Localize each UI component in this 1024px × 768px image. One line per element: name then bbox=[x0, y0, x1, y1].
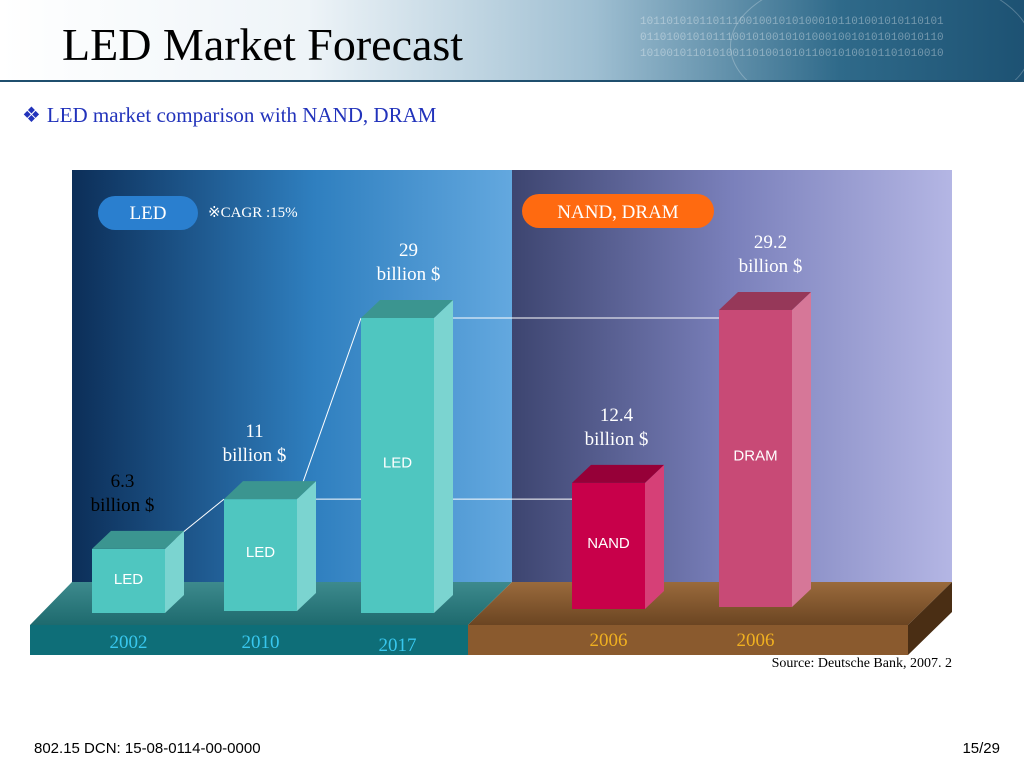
nand-floor-front bbox=[468, 625, 908, 655]
bar-side-dram-2006 bbox=[792, 291, 811, 607]
unit-label-led-2010: billion $ bbox=[223, 445, 287, 466]
bar-led-2002: LED 6.3 billion $ 2002 bbox=[91, 471, 184, 653]
bar-front-led-2017 bbox=[361, 318, 434, 613]
value-label-led-2010: 11 bbox=[245, 421, 263, 442]
led-group-label: LED bbox=[130, 203, 167, 224]
source-note: Source: Deutsche Bank, 2007. 2 bbox=[771, 656, 952, 671]
nand-floor-top bbox=[468, 582, 952, 625]
footer-document-id: 802.15 DCN: 15-08-0114-00-0000 bbox=[34, 740, 261, 757]
diamond-bullet-icon: ❖ bbox=[22, 103, 41, 127]
bar-led-2017: LED 29 billion $ 2017 bbox=[361, 240, 453, 656]
unit-label-nand-2006: billion $ bbox=[585, 429, 649, 450]
bar-top-led-2010 bbox=[224, 481, 316, 500]
year-label-dram-2006: 2006 bbox=[737, 630, 775, 651]
page-number: 15/29 bbox=[962, 740, 1000, 757]
page-title: LED Market Forecast bbox=[62, 19, 464, 70]
year-label-nand-2006: 2006 bbox=[590, 630, 628, 651]
connector-2010-2017 bbox=[296, 317, 362, 500]
banner-divider bbox=[0, 80, 1024, 82]
bar-led-2010: LED 11 billion $ 2010 bbox=[223, 421, 316, 653]
bar-top-nand-2006 bbox=[572, 464, 664, 483]
bar-label-led-2010: LED bbox=[246, 544, 275, 561]
bar-top-led-2002 bbox=[92, 530, 184, 549]
nand-dram-group-pill bbox=[522, 194, 714, 228]
unit-label-led-2002: billion $ bbox=[91, 495, 155, 516]
bar-front-led-2002 bbox=[92, 548, 165, 613]
globe-graphic bbox=[730, 0, 1024, 82]
led-group-pill bbox=[98, 196, 198, 230]
cagr-annotation: ※CAGR :15% bbox=[208, 205, 298, 221]
bar-side-led-2002 bbox=[165, 530, 184, 613]
nand-dram-group-label: NAND, DRAM bbox=[557, 202, 679, 223]
bar-side-led-2017 bbox=[434, 300, 453, 613]
unit-label-led-2017: billion $ bbox=[377, 264, 441, 285]
value-label-dram-2006: 29.2 bbox=[754, 232, 787, 253]
bar-nand-2006: NAND 12.4 billion $ 2006 bbox=[572, 405, 664, 651]
bar-top-dram-2006 bbox=[719, 291, 811, 310]
binary-pattern: 1011010101101110010010101000101101001010… bbox=[640, 16, 944, 60]
value-label-led-2017: 29 bbox=[399, 240, 418, 261]
unit-label-dram-2006: billion $ bbox=[739, 256, 803, 277]
bar-top-led-2017 bbox=[361, 300, 453, 318]
year-label-led-2010: 2010 bbox=[242, 632, 280, 653]
bar-front-led-2010 bbox=[224, 499, 297, 611]
bar-label-dram-2006: DRAM bbox=[733, 447, 777, 464]
bar-front-nand-2006 bbox=[572, 482, 645, 609]
value-label-nand-2006: 12.4 bbox=[600, 405, 634, 426]
bar-label-led-2017: LED bbox=[383, 455, 412, 472]
nand-floor-side bbox=[908, 582, 952, 655]
year-label-led-2017: 2017 bbox=[379, 635, 417, 656]
title-banner: 1011010101101110010010101000101101001010… bbox=[0, 0, 1024, 82]
year-label-led-2002: 2002 bbox=[110, 632, 148, 653]
bar-side-led-2010 bbox=[297, 481, 316, 611]
value-label-led-2002: 6.3 bbox=[111, 471, 135, 492]
subtitle: ❖ LED market comparison with NAND, DRAM bbox=[22, 103, 436, 128]
subtitle-text: LED market comparison with NAND, DRAM bbox=[46, 103, 437, 127]
led-floor-front bbox=[30, 625, 468, 655]
bar-side-nand-2006 bbox=[645, 464, 664, 609]
bar-front-dram-2006 bbox=[719, 309, 792, 607]
bar-label-led-2002: LED bbox=[114, 571, 143, 588]
bar-dram-2006: DRAM 29.2 billion $ 2006 bbox=[719, 232, 811, 651]
bar-label-nand-2006: NAND bbox=[587, 535, 630, 552]
